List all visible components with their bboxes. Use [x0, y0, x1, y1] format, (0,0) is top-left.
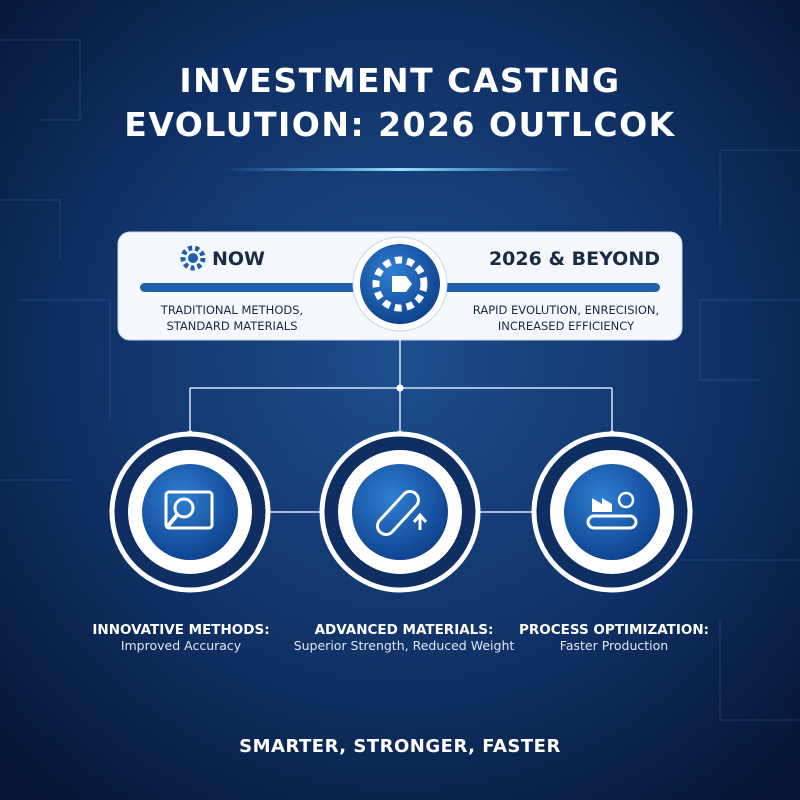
now-label: NOW: [212, 248, 265, 270]
future-description: INCREASED EFFICIENCY: [498, 319, 635, 333]
feature-subtitle: Superior Strength, Reduced Weight: [294, 638, 515, 653]
feature-subtitle: Faster Production: [560, 638, 668, 653]
feature-circle: [109, 431, 271, 593]
feature-subtitle: Improved Accuracy: [121, 638, 242, 653]
feature-title: INNOVATIVE METHODS:: [92, 622, 269, 638]
future-label: 2026 & BEYOND: [489, 248, 660, 270]
feature-title: PROCESS OPTIMIZATION:: [519, 622, 709, 638]
title-glow: [220, 168, 580, 171]
feature-circle: [531, 431, 693, 593]
feature-circle: [319, 431, 481, 593]
title-line: EVOLUTION: 2026 OUTLCOK: [124, 105, 675, 144]
now-gear-icon: [180, 245, 206, 271]
title-line: INVESTMENT CASTING: [179, 61, 620, 100]
circuit-decoration: [0, 39, 800, 721]
future-description: RAPID EVOLUTION, ENRECISION,: [473, 303, 659, 317]
feature-title: ADVANCED MATERIALS:: [315, 622, 494, 638]
center-gear: [352, 236, 448, 332]
now-description: TRADITIONAL METHODS,: [160, 303, 303, 317]
now-description: STANDARD MATERIALS: [166, 319, 297, 333]
footer-tagline: SMARTER, STRONGER, FASTER: [239, 736, 561, 757]
